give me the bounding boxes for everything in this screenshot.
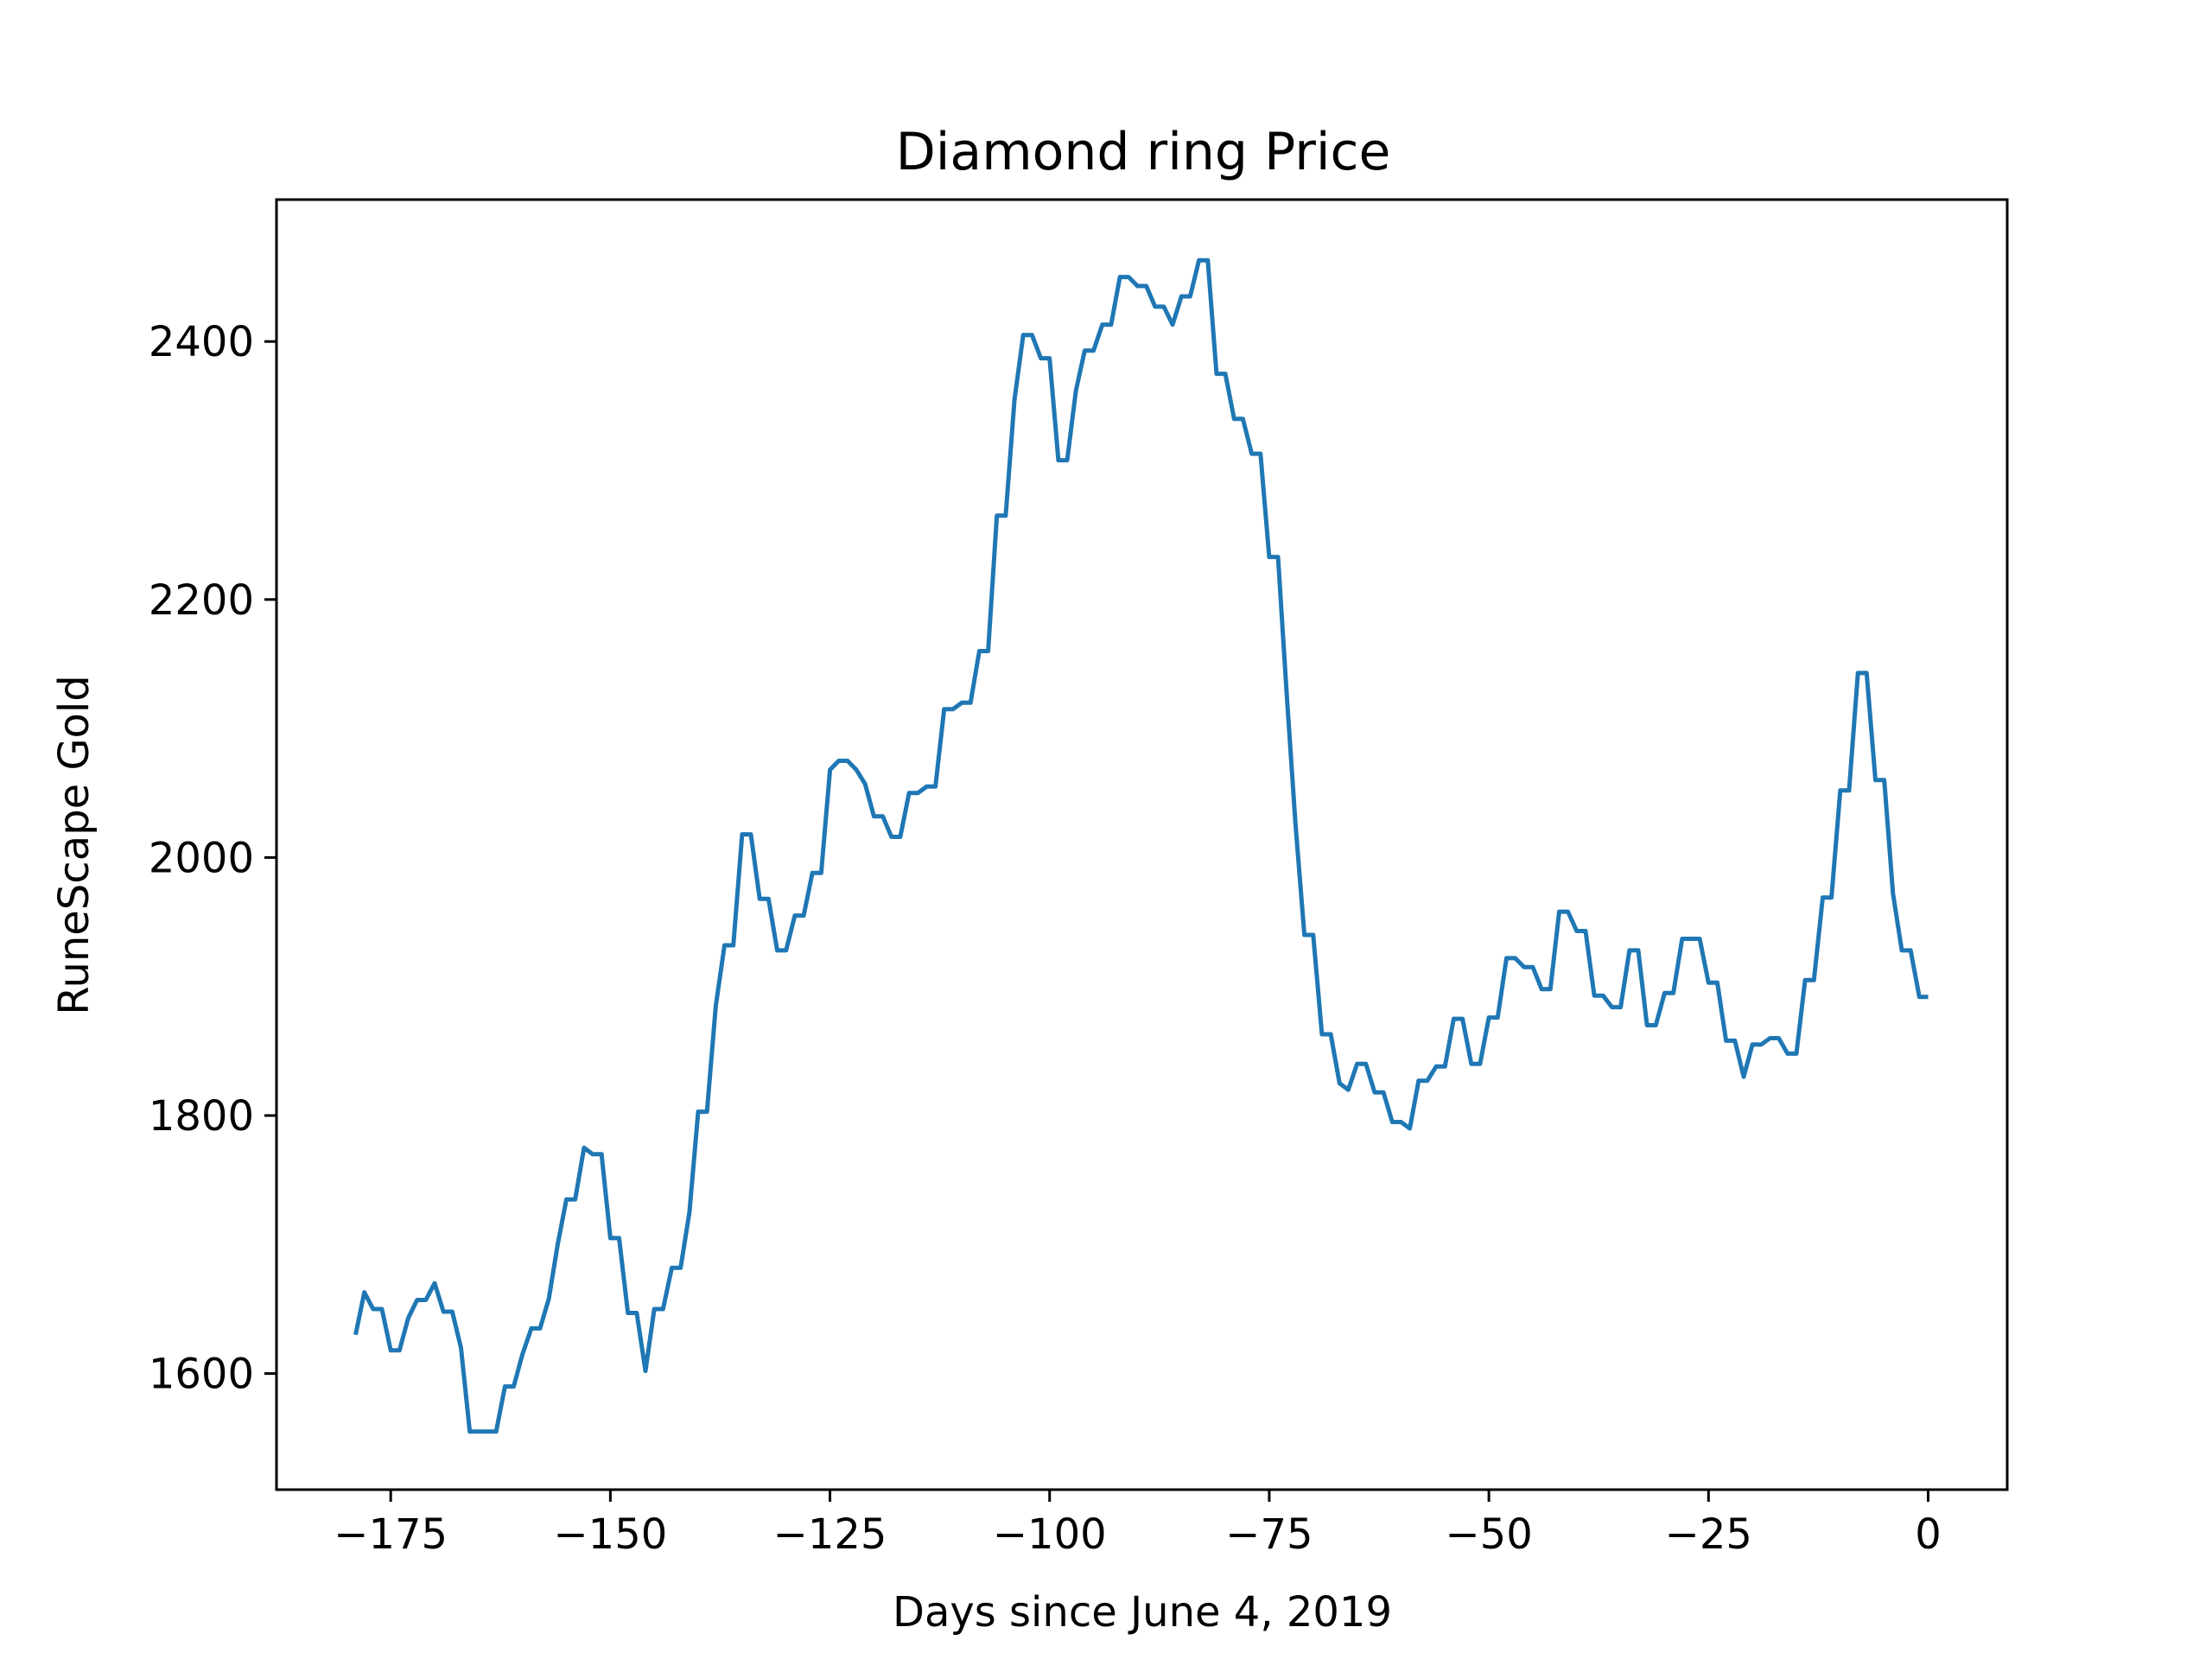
plot-frame	[275, 198, 2009, 1491]
y-tick-label: 2000	[149, 834, 254, 882]
y-tick-label: 2400	[149, 318, 254, 366]
y-axis: 1600 1800 2000 2200 2400	[149, 318, 276, 1399]
x-axis: −175 −150 −125 −100 −75 −50 −25 0	[334, 1490, 1942, 1559]
x-tick-label: −50	[1445, 1510, 1532, 1559]
x-tick-label: −175	[334, 1510, 448, 1559]
x-tick-label: 0	[1915, 1510, 1942, 1559]
chart-title: Diamond ring Price	[896, 122, 1391, 182]
x-tick-label: −75	[1225, 1510, 1313, 1559]
series-line	[353, 257, 1929, 1434]
x-tick-label: −150	[553, 1510, 667, 1559]
plot-area	[275, 198, 2009, 1491]
x-tick-label: −25	[1665, 1510, 1752, 1559]
y-tick-label: 1600	[149, 1351, 254, 1399]
x-axis-label: Days since June 4, 2019	[893, 1588, 1392, 1637]
y-tick-label: 2200	[149, 576, 254, 625]
y-axis-label: RuneScape Gold	[50, 675, 99, 1014]
x-tick-label: −100	[993, 1510, 1107, 1559]
x-tick-label: −125	[773, 1510, 887, 1559]
y-tick-label: 1800	[149, 1092, 254, 1141]
